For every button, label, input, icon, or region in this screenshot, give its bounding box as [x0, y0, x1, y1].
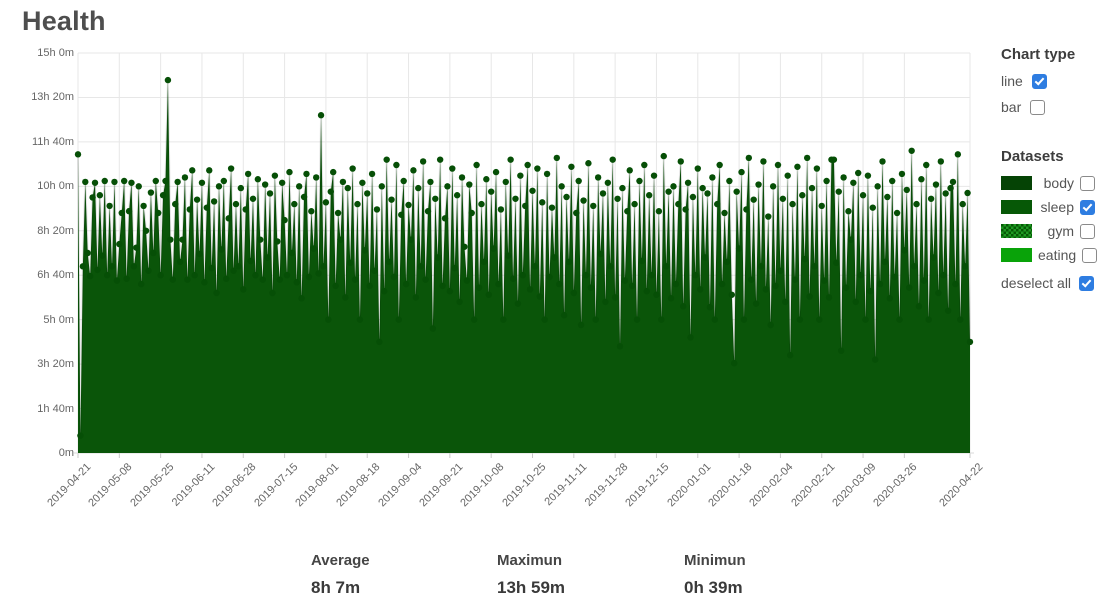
x-tick-label: 2019-12-15	[623, 461, 672, 510]
x-tick-label: 2019-05-08	[86, 461, 135, 510]
x-tick-label: 2020-03-09	[830, 461, 879, 510]
x-tick-label: 2019-06-28	[210, 461, 259, 510]
average-value: 8h 7m	[311, 578, 361, 597]
dataset-row-eating: eating	[1001, 247, 1098, 263]
x-tick-label: 2019-04-21	[45, 461, 94, 510]
dataset-swatch-eating	[1001, 248, 1032, 262]
line-checkbox[interactable]	[1031, 73, 1047, 89]
eating-checkbox[interactable]	[1082, 247, 1098, 263]
y-tick-label: 3h 20m	[37, 358, 74, 371]
dataset-row-sleep: sleep	[1001, 199, 1095, 215]
y-tick-label: 13h 20m	[31, 91, 74, 104]
x-tick-label: 2019-11-11	[542, 461, 590, 509]
bar-option-label: bar	[1001, 99, 1022, 115]
x-tick-label: 2019-10-08	[458, 461, 507, 510]
x-tick-label: 2020-01-01	[664, 461, 714, 510]
dataset-label-gym: gym	[1047, 223, 1074, 239]
stat-average: Average 8h 7m	[311, 552, 370, 598]
deselect-all-checkbox[interactable]	[1079, 275, 1095, 291]
chart-type-option-bar: bar	[1001, 99, 1101, 115]
x-tick-label: 2020-03-26	[871, 461, 920, 510]
gym-checkbox[interactable]	[1080, 223, 1095, 239]
sleep-checkbox[interactable]	[1080, 199, 1095, 215]
x-tick-label: 2019-09-04	[375, 461, 425, 510]
y-tick-label: 10h 0m	[37, 180, 74, 193]
dataset-row-body: body	[1001, 175, 1095, 191]
deselect-all-label: deselect all	[1001, 275, 1072, 291]
deselect-all-row: deselect all	[1001, 275, 1101, 291]
dataset-swatch-sleep	[1001, 200, 1032, 214]
bar-checkbox[interactable]	[1030, 99, 1046, 115]
body-checkbox[interactable]	[1080, 175, 1095, 191]
dataset-label-sleep: sleep	[1040, 199, 1074, 215]
y-tick-label: 15h 0m	[37, 47, 74, 59]
sidebar: Chart type line bar Datasets body sleep …	[1001, 46, 1101, 291]
x-tick-label: 2019-07-15	[251, 461, 301, 510]
x-tick-label: 2020-02-04	[747, 461, 796, 510]
x-tick-label: 2020-01-18	[706, 461, 755, 510]
dataset-label-body: body	[1043, 175, 1074, 191]
x-tick-label: 2019-08-18	[334, 461, 383, 510]
chart-type-heading: Chart type	[1001, 46, 1076, 63]
y-tick-label: 5h 0m	[43, 313, 74, 326]
page-title: Health	[22, 6, 106, 36]
line-option-label: line	[1001, 73, 1023, 89]
dataset-row-gym: gym	[1001, 223, 1095, 239]
y-tick-label: 8h 20m	[37, 224, 74, 237]
x-tick-label: 2019-05-25	[127, 461, 177, 510]
y-tick-label: 11h 40m	[32, 135, 74, 148]
y-tick-label: 0m	[58, 447, 74, 459]
y-tick-label: 6h 40m	[37, 269, 74, 282]
dataset-swatch-gym	[1001, 224, 1032, 238]
dataset-swatch-body	[1001, 176, 1032, 190]
datasets-heading: Datasets	[1001, 148, 1064, 165]
stat-maximum: Maximun 13h 59m	[497, 552, 565, 598]
chart-type-option-line: line	[1001, 73, 1101, 89]
x-tick-label: 2019-10-25	[499, 461, 548, 510]
maximum-value: 13h 59m	[497, 578, 566, 597]
stat-minimum: Minimun 0h 39m	[684, 552, 746, 598]
minimum-value: 0h 39m	[684, 578, 743, 597]
x-tick-label: 2019-09-21	[417, 461, 466, 510]
x-tick-label: 2019-08-01	[293, 461, 342, 510]
average-label: Average	[311, 552, 370, 569]
minimum-label: Minimun	[684, 552, 746, 569]
x-tick-label: 2020-02-21	[788, 461, 838, 510]
chart-canvas[interactable]	[70, 45, 980, 465]
maximum-label: Maximun	[497, 552, 563, 569]
y-tick-label: 1h 40m	[37, 402, 74, 415]
dataset-label-eating: eating	[1038, 247, 1077, 263]
x-tick-label: 2020-04-22	[937, 461, 986, 510]
